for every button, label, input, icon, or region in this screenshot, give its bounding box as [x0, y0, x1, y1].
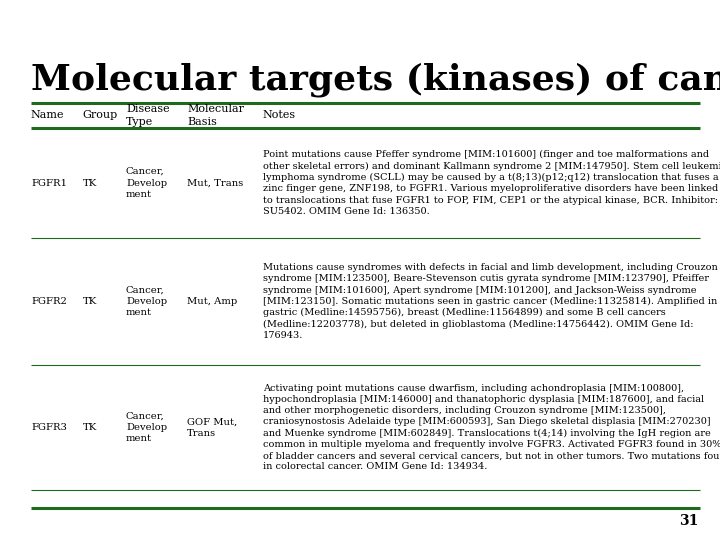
Text: Cancer,
Develop
ment: Cancer, Develop ment	[126, 411, 167, 443]
Text: FGFR2: FGFR2	[31, 297, 67, 306]
Text: TK: TK	[83, 179, 97, 187]
Text: Mut, Amp: Mut, Amp	[187, 297, 238, 306]
Text: Molecular targets (kinases) of cancer: Molecular targets (kinases) of cancer	[31, 62, 720, 97]
Text: Activating point mutations cause dwarfism, including achondroplasia [MIM:100800]: Activating point mutations cause dwarfis…	[263, 383, 720, 471]
Text: Cancer,
Develop
ment: Cancer, Develop ment	[126, 286, 167, 318]
Text: FGFR1: FGFR1	[31, 179, 67, 187]
Text: Name: Name	[31, 111, 65, 120]
Text: TK: TK	[83, 297, 97, 306]
Text: GOF Mut,
Trans: GOF Mut, Trans	[187, 417, 238, 438]
Text: Notes: Notes	[263, 111, 296, 120]
Text: Group: Group	[83, 111, 118, 120]
Text: Molecular
Basis: Molecular Basis	[187, 104, 244, 127]
Text: Mut, Trans: Mut, Trans	[187, 179, 243, 187]
Text: Point mutations cause Pfeffer syndrome [MIM:101600] (finger and toe malformation: Point mutations cause Pfeffer syndrome […	[263, 150, 720, 216]
Text: Disease
Type: Disease Type	[126, 104, 170, 127]
Text: Cancer,
Develop
ment: Cancer, Develop ment	[126, 167, 167, 199]
Text: TK: TK	[83, 423, 97, 432]
Text: Mutations cause syndromes with defects in facial and limb development, including: Mutations cause syndromes with defects i…	[263, 263, 718, 340]
Text: 31: 31	[679, 514, 698, 528]
Text: FGFR3: FGFR3	[31, 423, 67, 432]
